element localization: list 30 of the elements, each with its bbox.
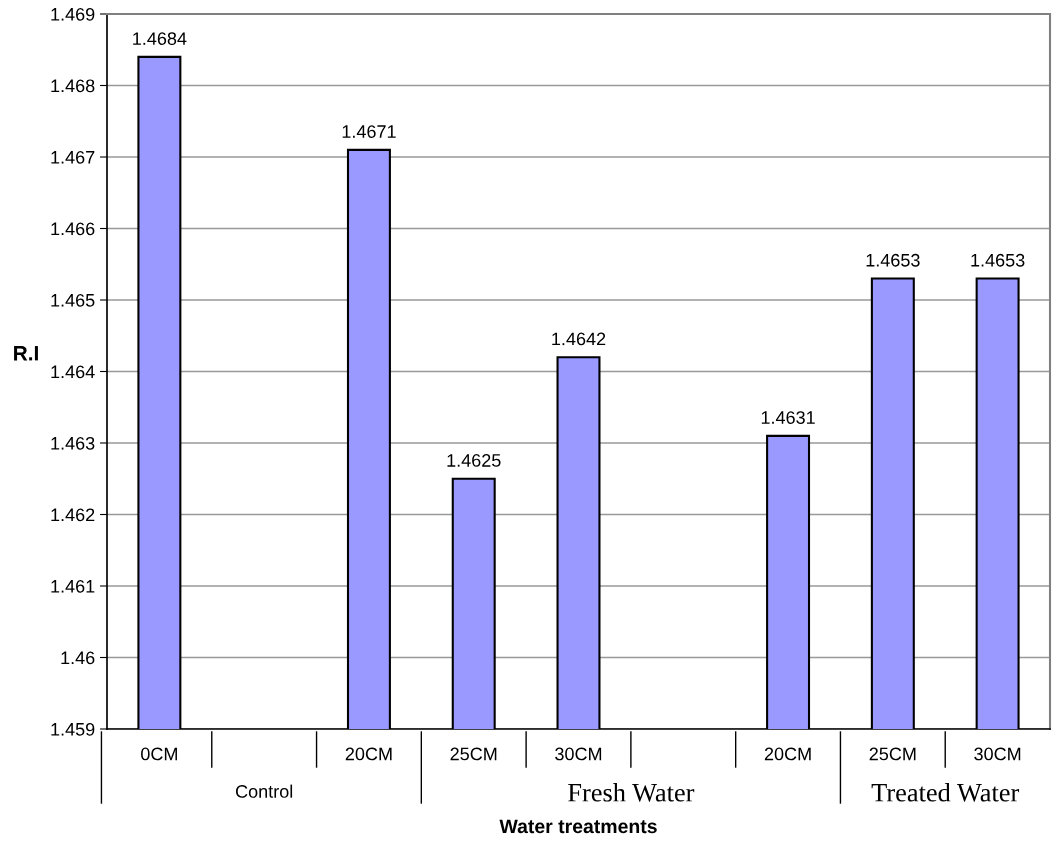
data-label: 1.4653 xyxy=(866,253,920,267)
x-tick-label: 25CM xyxy=(450,747,497,761)
data-label: 1.4653 xyxy=(971,253,1025,267)
y-axis-title: R.I xyxy=(14,346,38,361)
y-tick-label: 1.469 xyxy=(51,7,95,21)
y-tick-label: 1.464 xyxy=(51,365,95,379)
y-tick-label: 1.462 xyxy=(51,508,95,522)
x-tick-label: 30CM xyxy=(974,747,1021,761)
y-tick-label: 1.461 xyxy=(51,579,95,593)
y-tick-label: 1.463 xyxy=(51,436,95,450)
text: Control xyxy=(235,784,293,798)
text: Treated Water xyxy=(871,783,1020,802)
x-tick-label: 0CM xyxy=(141,747,177,761)
x-axis-title: Water treatments xyxy=(499,819,657,834)
x-tick-label: 25CM xyxy=(869,747,916,761)
y-tick-label: 1.46 xyxy=(61,651,95,665)
data-label: 1.4631 xyxy=(761,411,815,424)
y-tick-label: 1.468 xyxy=(51,79,95,93)
x-tick-label: 20CM xyxy=(345,747,392,761)
text: Fresh Water xyxy=(568,783,695,802)
data-label: 1.4684 xyxy=(133,32,187,45)
y-tick-label: 1.459 xyxy=(51,722,95,736)
x-tick-label: 30CM xyxy=(555,747,602,761)
x-tick-label: 20CM xyxy=(764,747,811,761)
data-label: 1.4671 xyxy=(342,125,396,138)
data-label: 1.4625 xyxy=(447,454,501,467)
y-tick-label: 1.466 xyxy=(51,222,95,236)
y-tick-label: 1.465 xyxy=(51,293,95,307)
data-label: 1.4642 xyxy=(552,332,606,346)
y-tick-label: 1.467 xyxy=(51,150,95,164)
